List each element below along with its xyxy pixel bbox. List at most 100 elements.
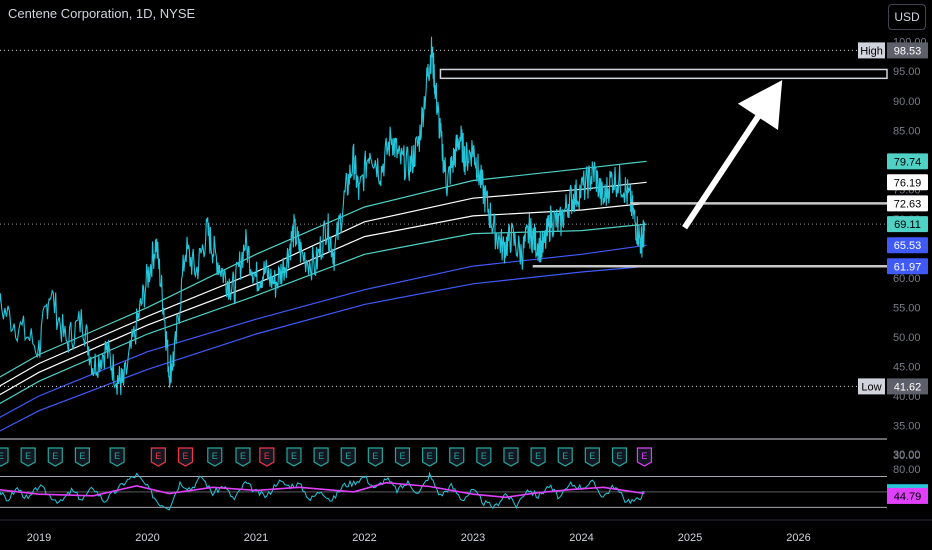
earnings-label: E <box>372 451 378 461</box>
price-label-3: 69.11 <box>894 219 921 231</box>
price-line <box>0 36 645 396</box>
rsi-y-tick: 80.00 <box>893 464 921 476</box>
earnings-label: E <box>535 451 541 461</box>
high-tag-bg <box>858 42 885 59</box>
x-tick-label: 2023 <box>461 532 485 544</box>
band-lower-cyan <box>0 223 647 405</box>
y-tick-label: 90.00 <box>893 96 921 108</box>
earnings-label: E <box>399 451 405 461</box>
earnings-label: E <box>345 451 351 461</box>
earnings-label: E <box>562 451 568 461</box>
x-tick-label: 2021 <box>244 532 268 544</box>
earnings-label: E <box>25 451 31 461</box>
earnings-label: E <box>264 451 270 461</box>
y-tick-label: 50.00 <box>893 332 921 344</box>
y-tick-label: 35.00 <box>893 420 921 432</box>
earnings-marker <box>340 447 356 467</box>
earnings-marker <box>449 447 465 467</box>
earnings-marker <box>47 447 63 467</box>
price-label-1-bg <box>887 174 928 191</box>
earnings-marker <box>557 447 573 467</box>
high-value: 98.53 <box>894 45 922 57</box>
earnings-marker <box>530 447 546 467</box>
price-label-2-bg <box>887 195 928 212</box>
rsi-ma-line <box>0 481 645 499</box>
earnings-marker <box>367 447 383 467</box>
y-tick-label: 60.00 <box>893 273 921 285</box>
band-blue-lower <box>0 265 647 432</box>
earnings-label: E <box>0 451 4 461</box>
earnings-marker <box>584 447 600 467</box>
resistance-box <box>439 68 888 80</box>
earnings-label: E <box>240 451 246 461</box>
earnings-label: E <box>52 451 58 461</box>
y-tick-label: 95.00 <box>893 66 921 78</box>
earnings-label: E <box>427 451 433 461</box>
y-tick-label: 45.00 <box>893 361 921 373</box>
earnings-marker <box>207 447 223 467</box>
earnings-label: E <box>641 451 647 461</box>
price-label-0-bg <box>887 153 928 170</box>
earnings-marker <box>74 447 90 467</box>
earnings-label: E <box>508 451 514 461</box>
earnings-marker <box>20 447 36 467</box>
earnings-label: E <box>454 451 460 461</box>
band-blue-upper <box>0 244 647 418</box>
low-tag-bg <box>858 378 885 395</box>
currency-button[interactable]: USD <box>888 4 926 30</box>
price-label-5: 61.97 <box>894 261 922 273</box>
earnings-marker <box>259 447 275 467</box>
x-tick-label: 2020 <box>135 532 159 544</box>
low-tag: Low <box>861 381 881 393</box>
earnings-marker <box>0 447 9 467</box>
chart-title: Centene Corporation, 1D, NYSE <box>8 6 196 21</box>
price-label-5-bg <box>887 258 928 275</box>
earnings-label: E <box>212 451 218 461</box>
band-outer-upper <box>0 160 647 378</box>
y-tick-label: 55.00 <box>893 302 921 314</box>
y-tick-label-30: 30.00 <box>893 449 921 461</box>
price-label-4: 65.53 <box>894 240 922 252</box>
up-arrow-annotation <box>682 80 783 230</box>
earnings-label: E <box>589 451 595 461</box>
x-tick-label: 2019 <box>27 532 51 544</box>
earnings-marker <box>286 447 302 467</box>
earnings-label: E <box>291 451 297 461</box>
price-label-2: 72.63 <box>894 198 922 210</box>
x-tick-label: 2022 <box>352 532 376 544</box>
rsi-line <box>0 471 645 511</box>
band-inner-lower <box>0 202 647 396</box>
price-label-0: 79.74 <box>894 156 922 168</box>
earnings-marker <box>235 447 251 467</box>
earnings-label: E <box>79 451 85 461</box>
y-tick-label: 85.00 <box>893 125 921 137</box>
earnings-marker <box>636 447 653 467</box>
earnings-label: E <box>114 451 120 461</box>
x-tick-label: 2025 <box>678 532 702 544</box>
y-tick-label: 30.00 <box>893 450 921 462</box>
earnings-label: E <box>616 451 622 461</box>
price-label-4-bg <box>887 237 928 254</box>
earnings-label: E <box>182 451 188 461</box>
x-tick-label: 2026 <box>786 532 810 544</box>
band-inner-upper <box>0 181 647 387</box>
earnings-marker <box>177 447 194 467</box>
earnings-marker <box>150 447 166 467</box>
price-label-3-bg <box>887 216 928 233</box>
earnings-label: E <box>481 451 487 461</box>
earnings-marker <box>394 447 411 467</box>
earnings-marker <box>503 447 519 467</box>
earnings-marker <box>611 447 628 467</box>
price-label-1: 76.19 <box>894 177 922 189</box>
earnings-marker <box>313 447 329 467</box>
earnings-marker <box>109 447 125 467</box>
rsi-ma-value-label-bg <box>887 487 928 504</box>
earnings-marker <box>422 447 438 467</box>
low-value: 41.62 <box>894 381 922 393</box>
earnings-label: E <box>155 451 161 461</box>
earnings-label: E <box>318 451 324 461</box>
rsi-ma-value-label: 44.79 <box>894 491 922 503</box>
x-tick-label: 2024 <box>569 532 593 544</box>
earnings-marker <box>476 447 492 467</box>
